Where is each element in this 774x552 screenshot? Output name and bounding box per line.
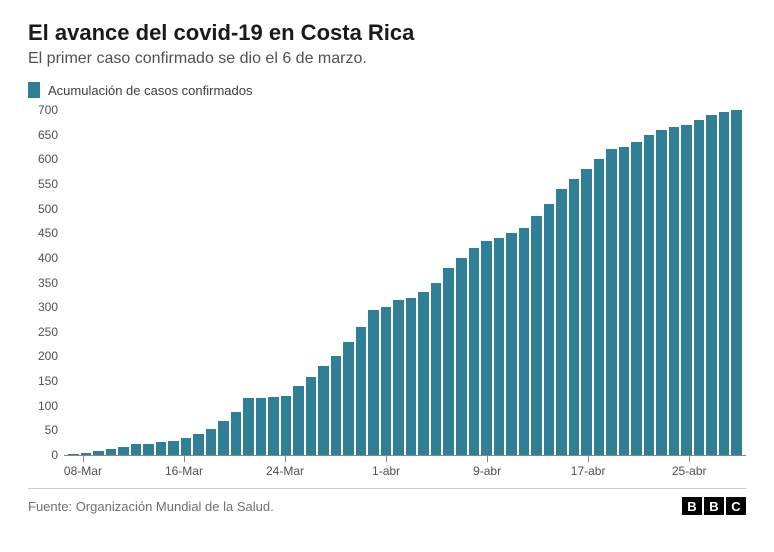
bar xyxy=(118,447,129,455)
bar xyxy=(694,120,705,455)
bar xyxy=(569,179,580,455)
bar xyxy=(368,310,379,455)
bar xyxy=(81,453,92,455)
bar xyxy=(519,228,530,455)
bar xyxy=(256,398,267,455)
bar xyxy=(106,449,117,455)
bar xyxy=(156,442,167,455)
y-tick-label: 600 xyxy=(28,152,58,166)
bars-container xyxy=(64,110,746,455)
y-tick-label: 100 xyxy=(28,399,58,413)
bar xyxy=(631,142,642,455)
bar xyxy=(443,268,454,455)
y-tick-label: 200 xyxy=(28,349,58,363)
bbc-logo: B B C xyxy=(682,497,746,515)
y-tick-label: 0 xyxy=(28,448,58,462)
bar xyxy=(68,454,79,455)
bar xyxy=(143,444,154,455)
bar xyxy=(544,204,555,455)
x-tick-label: 9-abr xyxy=(473,464,501,478)
legend: Acumulación de casos confirmados xyxy=(28,82,746,98)
source-text: Fuente: Organización Mundial de la Salud… xyxy=(28,499,274,514)
y-tick-label: 300 xyxy=(28,300,58,314)
bbc-logo-c: C xyxy=(726,497,746,515)
x-tick-mark xyxy=(83,456,84,462)
y-tick-label: 250 xyxy=(28,325,58,339)
x-tick-label: 1-abr xyxy=(372,464,400,478)
y-tick-label: 450 xyxy=(28,226,58,240)
y-tick-label: 550 xyxy=(28,177,58,191)
bar xyxy=(656,130,667,455)
bar xyxy=(306,377,317,455)
bar xyxy=(418,292,429,455)
bar xyxy=(619,147,630,455)
bar xyxy=(206,429,217,455)
bar xyxy=(681,125,692,455)
bar xyxy=(93,451,104,455)
bar xyxy=(268,397,279,455)
y-tick-label: 650 xyxy=(28,128,58,142)
bar xyxy=(706,115,717,455)
x-tick-mark xyxy=(184,456,185,462)
bar xyxy=(556,189,567,455)
y-tick-label: 700 xyxy=(28,103,58,117)
chart: 0501001502002503003504004505005506006507… xyxy=(64,110,746,480)
bar xyxy=(431,283,442,456)
bar xyxy=(393,300,404,455)
y-tick-label: 150 xyxy=(28,374,58,388)
bar xyxy=(456,258,467,455)
bar xyxy=(406,298,417,455)
x-tick-label: 24-Mar xyxy=(266,464,304,478)
y-tick-label: 500 xyxy=(28,202,58,216)
bar xyxy=(293,386,304,455)
y-tick-label: 350 xyxy=(28,276,58,290)
bar xyxy=(131,444,142,455)
bar xyxy=(231,412,242,455)
bar xyxy=(469,248,480,455)
bar xyxy=(731,110,742,455)
bar xyxy=(581,169,592,455)
bar xyxy=(331,356,342,455)
x-tick-label: 25-abr xyxy=(672,464,707,478)
bar xyxy=(481,241,492,455)
bar xyxy=(494,238,505,455)
bar xyxy=(168,441,179,455)
x-tick-mark xyxy=(487,456,488,462)
bar xyxy=(606,149,617,455)
x-tick-mark xyxy=(386,456,387,462)
bar xyxy=(506,233,517,455)
bar xyxy=(644,135,655,455)
bar xyxy=(343,342,354,455)
bar xyxy=(381,307,392,455)
bar xyxy=(181,438,192,455)
bar xyxy=(594,159,605,455)
y-tick-label: 50 xyxy=(28,423,58,437)
bar xyxy=(531,216,542,455)
legend-label: Acumulación de casos confirmados xyxy=(48,83,253,98)
x-axis: 08-Mar 16-Mar 24-Mar 1-abr 9-abr 17-abr 25-abr xyxy=(64,456,746,480)
chart-subtitle: El primer caso confirmado se dio el 6 de… xyxy=(28,50,746,68)
plot-area: 0501001502002503003504004505005506006507… xyxy=(64,110,746,456)
x-tick-mark xyxy=(285,456,286,462)
legend-swatch xyxy=(28,82,40,98)
bar xyxy=(193,434,204,455)
x-tick-label: 17-abr xyxy=(571,464,606,478)
x-tick-mark xyxy=(689,456,690,462)
bar xyxy=(218,421,229,456)
bar xyxy=(243,398,254,455)
y-tick-label: 400 xyxy=(28,251,58,265)
bar xyxy=(281,396,292,455)
bar xyxy=(719,112,730,455)
bar xyxy=(669,127,680,455)
chart-title: El avance del covid-19 en Costa Rica xyxy=(28,20,746,46)
footer: Fuente: Organización Mundial de la Salud… xyxy=(28,488,746,515)
bbc-logo-b1: B xyxy=(682,497,702,515)
bar xyxy=(356,327,367,455)
x-tick-label: 08-Mar xyxy=(64,464,102,478)
bbc-logo-b2: B xyxy=(704,497,724,515)
bar xyxy=(318,366,329,455)
x-tick-mark xyxy=(588,456,589,462)
x-tick-label: 16-Mar xyxy=(165,464,203,478)
